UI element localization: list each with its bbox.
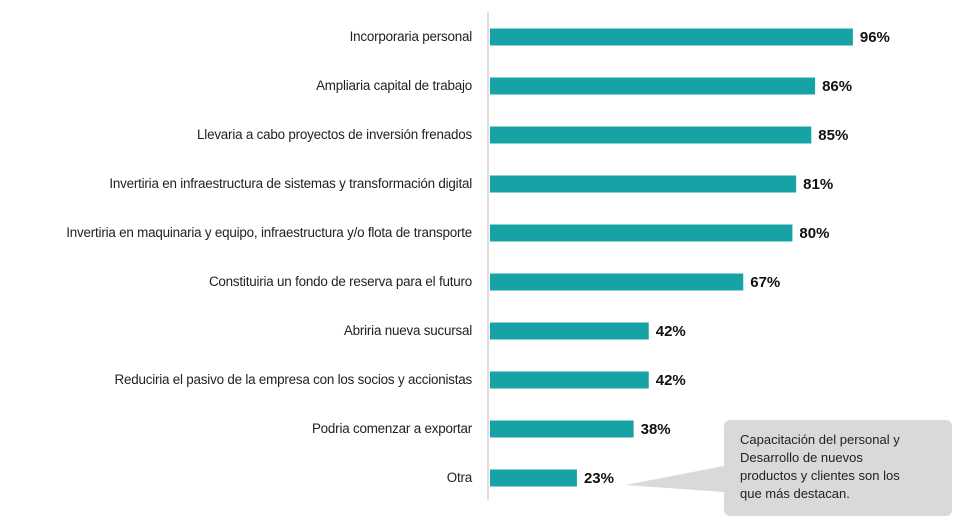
callout <box>625 420 952 516</box>
annotation-line: Capacitación del personal y <box>740 432 900 447</box>
value-label: 96% <box>860 29 890 46</box>
category-label: Otra <box>446 470 472 485</box>
value-label: 81% <box>803 176 833 193</box>
bar <box>490 28 853 46</box>
value-label: 67% <box>750 274 780 291</box>
value-label: 38% <box>641 421 671 438</box>
bar <box>490 224 793 242</box>
bar <box>490 126 812 144</box>
category-label: Incorporaria personal <box>349 29 473 44</box>
bar <box>490 469 577 487</box>
category-label: Abriria nueva sucursal <box>343 323 472 338</box>
category-label: Invertiria en infraestructura de sistema… <box>109 176 472 191</box>
bar <box>490 322 649 340</box>
value-label: 86% <box>822 78 852 95</box>
value-label: 23% <box>584 470 614 487</box>
category-label: Constituiria un fondo de reserva para el… <box>208 274 472 289</box>
bar <box>490 371 649 389</box>
value-label: 85% <box>818 127 848 144</box>
category-label: Ampliaria capital de trabajo <box>316 78 472 93</box>
category-label: Llevaria a cabo proyectos de inversión f… <box>197 127 472 142</box>
value-label: 42% <box>656 372 686 389</box>
value-label: 42% <box>656 323 686 340</box>
annotation-line: que más destacan. <box>740 486 850 501</box>
category-label: Reduciria el pasivo de la empresa con lo… <box>114 372 472 387</box>
bar <box>490 273 744 291</box>
bar <box>490 77 816 95</box>
annotation-line: productos y clientes son los <box>740 468 900 483</box>
category-label: Podria comenzar a exportar <box>311 421 472 436</box>
annotation-line: Desarrollo de nuevos <box>740 450 863 465</box>
category-label: Invertiria en maquinaria y equipo, infra… <box>66 225 472 240</box>
bar <box>490 175 797 193</box>
value-label: 80% <box>799 225 829 242</box>
bar <box>490 420 634 438</box>
